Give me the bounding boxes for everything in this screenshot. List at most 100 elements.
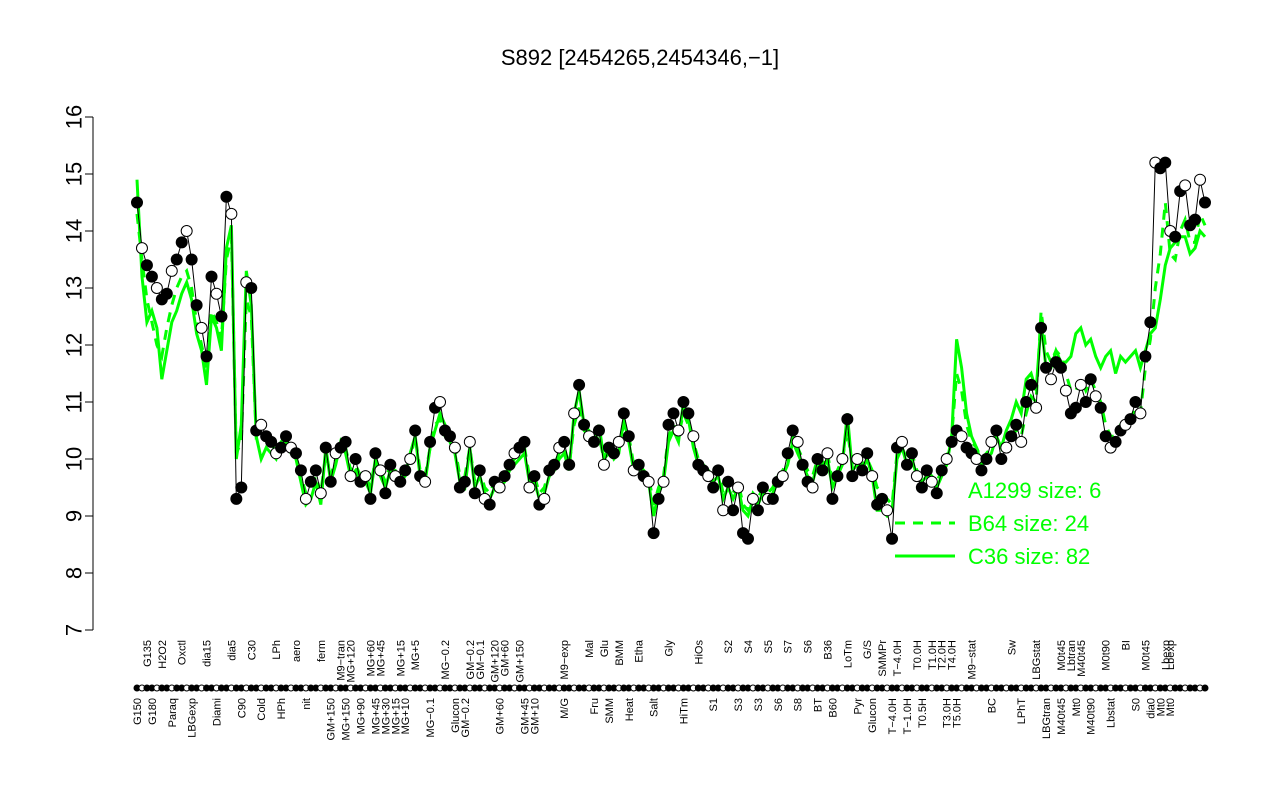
y-tick-label: 16 [62,105,87,129]
data-point [195,321,208,334]
data-point [518,435,531,448]
x-tick-label-bottom: LBGexp [187,698,199,738]
x-tick-label-bottom: B60 [827,698,839,718]
x-tick-label-bottom: T3.0H [942,698,954,728]
data-point [702,470,715,483]
data-point [483,498,496,511]
x-tick-label-top: dia15 [202,640,214,667]
data-point [811,453,824,465]
x-tick-label-top: S6 [803,640,815,653]
x-tick-label-top: T−4.0H [892,640,904,676]
x-tick-label-bottom: S3 [753,698,765,711]
data-point [1025,378,1038,391]
data-point [612,435,625,448]
x-tick-label-bottom: Lbstat [1106,698,1118,728]
x-tick-label-top: T0.0H [912,640,924,670]
x-tick-label-top: G/S [862,640,874,659]
data-point [299,492,312,505]
data-point [448,441,461,454]
x-tick-label-bottom: M40t45 [1056,698,1068,735]
data-point [712,464,725,477]
data-point [175,236,188,249]
data-point [140,259,153,272]
data-point [866,470,879,483]
data-point [503,458,516,471]
y-tick-label: 7 [62,624,87,636]
x-tick-label-bottom: G180 [147,698,159,725]
data-point [145,270,158,283]
x-tick-label-bottom: G150 [132,698,144,725]
data-point [379,487,392,500]
data-point [1079,396,1092,408]
x-tick-label-top: MG+45 [375,640,387,676]
data-point [945,435,958,448]
legend-label: A1299 size: 6 [968,478,1101,503]
data-point [294,464,307,477]
x-tick-label-bottom: MG+150 [341,698,353,741]
data-point [443,430,456,443]
x-tick-label-bottom: S8 [793,698,805,711]
y-tick-label: 13 [62,276,87,300]
data-point [722,475,735,488]
data-point [1094,401,1107,414]
data-point [493,481,506,494]
data-point [324,475,337,488]
data-point [766,492,779,505]
data-point [468,487,481,500]
data-point [617,407,630,420]
data-point [1099,430,1112,443]
data-point [150,282,163,294]
x-tick-label-top: aero [291,640,303,662]
data-point [925,475,938,488]
data-point [622,430,635,443]
data-point [826,492,839,505]
x-tick-label-top: Mal [584,640,596,658]
data-point [1179,179,1192,192]
data-point [160,287,173,300]
data-point [727,504,740,517]
x-tick-label-top: M9−tran [336,640,348,681]
data-point [1159,156,1172,169]
x-tick-label-top: Glu [599,640,611,657]
x-tick-label-bottom: nit [301,698,313,710]
x-tick-label-bottom: Pyr [852,698,864,715]
x-tick-label-bottom: GM+45 [519,698,531,734]
y-tick-label: 15 [62,162,87,186]
x-tick-label-top: C30 [246,640,258,660]
data-point [374,464,387,477]
data-point [339,435,352,448]
data-point [588,435,601,448]
data-point [424,435,437,448]
x-tick-label-top: M9−exp [559,640,571,679]
x-tick-label-top: LBGstat [1031,640,1043,680]
data-point [657,475,670,488]
data-point [180,225,193,237]
x-tick-label-bottom: SMM [604,698,616,724]
x-tick-label-bottom: MG+45 [370,698,382,734]
data-point [970,453,983,465]
data-point [1089,390,1102,403]
data-point [781,447,794,460]
data-point [1189,213,1202,226]
data-point [409,424,422,437]
x-tick-label-bottom: M/G [559,698,571,719]
x-tick-label-bottom: Mt0 [1165,698,1177,716]
legend: A1299 size: 6 B64 size: 24 C36 size: 82 [895,478,1101,569]
legend-label: B64 size: 24 [968,511,1089,536]
data-point [1134,407,1147,420]
data-point [642,475,655,488]
x-tick-label-bottom: S6 [773,698,785,711]
data-point [876,492,889,505]
y-tick-label: 11 [62,391,87,414]
data-point [846,470,859,483]
data-point [746,492,759,505]
x-tick-label-top: M9−stat [967,640,979,679]
x-tick-label-bottom: T5.0H [952,698,964,728]
x-tick-label-bottom: S1 [708,698,720,711]
y-tick-label: 14 [62,219,87,243]
x-tick-label-top: Sw [1006,640,1018,655]
x-tick-label-top: LoTm [842,640,854,668]
x-tick-label-top: Etha [634,639,646,663]
x-tick-label-top: S4 [743,640,755,653]
